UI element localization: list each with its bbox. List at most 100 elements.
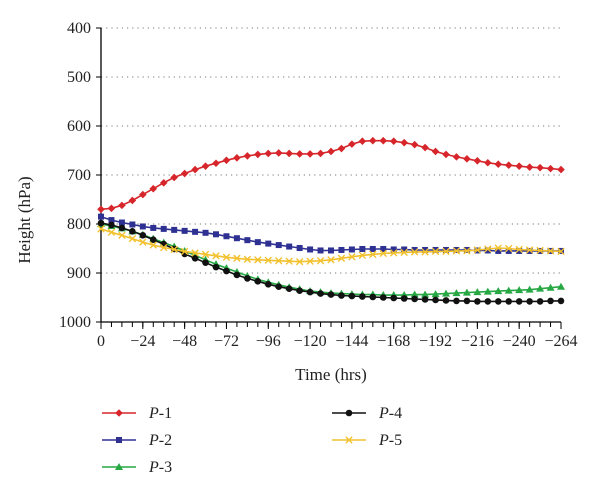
y-tick-label-700: 700	[67, 167, 91, 184]
data-point	[306, 288, 314, 296]
data-point	[223, 267, 230, 275]
data-point	[348, 140, 356, 148]
y-tick-label-900: 900	[67, 265, 91, 282]
legend-swatch-marker	[115, 409, 123, 417]
data-point	[254, 256, 262, 264]
x-tick-label--96: −96	[256, 333, 281, 350]
data-point	[191, 165, 199, 174]
data-point	[452, 289, 461, 297]
data-point	[421, 290, 430, 298]
legend-label-suffix: -5	[389, 432, 402, 449]
data-point	[201, 250, 210, 259]
data-point	[380, 245, 387, 252]
data-point	[296, 245, 303, 252]
data-point	[505, 298, 513, 305]
data-point	[191, 249, 199, 257]
data-point	[328, 247, 334, 254]
data-point	[516, 247, 523, 254]
data-point	[462, 288, 471, 296]
data-point	[410, 140, 419, 149]
data-point	[338, 246, 345, 253]
data-point	[274, 149, 283, 157]
data-point	[222, 253, 231, 262]
data-point	[495, 247, 502, 254]
series-p-1	[97, 136, 565, 214]
y-axis-title: Height (hPa)	[15, 176, 34, 263]
data-point	[546, 164, 555, 173]
data-point	[180, 247, 189, 256]
legend-label-prefix: P	[148, 405, 159, 422]
data-point	[150, 224, 157, 231]
legend-label: P-5	[378, 432, 402, 449]
data-point	[484, 298, 492, 305]
data-point	[285, 257, 293, 265]
x-tick-label--264: −264	[544, 333, 577, 350]
data-point	[213, 231, 219, 238]
data-point	[547, 297, 554, 305]
data-point	[181, 227, 188, 234]
data-point	[170, 173, 178, 182]
data-point	[431, 147, 440, 156]
data-point	[160, 243, 168, 252]
legend-label-suffix: -1	[159, 405, 172, 422]
data-point	[97, 225, 105, 233]
legend-swatch-marker	[345, 436, 353, 444]
data-point	[515, 286, 524, 294]
data-point	[254, 239, 261, 246]
data-point	[139, 190, 147, 199]
legend-label: P-2	[148, 432, 172, 449]
data-point	[410, 290, 419, 298]
data-point	[515, 245, 523, 254]
data-point	[264, 280, 272, 288]
data-point	[515, 298, 523, 305]
legend-swatch-marker	[116, 437, 122, 443]
data-point	[411, 246, 418, 253]
data-point	[108, 221, 115, 229]
x-tick-label--48: −48	[172, 333, 197, 350]
data-point	[295, 258, 304, 266]
data-point	[275, 242, 282, 249]
data-point	[265, 240, 272, 247]
data-point	[442, 247, 450, 256]
data-point	[473, 288, 482, 296]
data-point	[212, 159, 220, 168]
data-point	[431, 290, 440, 298]
y-tick-label-800: 800	[67, 216, 91, 233]
y-tick-label-500: 500	[67, 69, 91, 86]
data-point	[536, 246, 544, 255]
data-point	[118, 224, 126, 232]
data-point	[171, 226, 178, 233]
data-point	[389, 137, 398, 145]
data-point	[452, 153, 461, 161]
data-point	[233, 271, 241, 279]
data-point	[525, 246, 534, 254]
data-point	[233, 154, 241, 162]
data-point	[264, 149, 273, 158]
legend-label: P-3	[148, 459, 172, 476]
data-point	[504, 161, 513, 169]
data-point	[149, 184, 158, 193]
data-point	[348, 246, 355, 253]
data-point	[202, 259, 209, 267]
data-point	[474, 298, 481, 305]
series-p-5	[97, 225, 565, 266]
data-point	[264, 256, 272, 264]
data-point	[212, 263, 220, 271]
legend-item-3: P-3	[102, 459, 172, 476]
data-point	[390, 249, 398, 257]
data-point	[337, 254, 346, 262]
data-point	[442, 150, 450, 159]
data-point	[505, 244, 513, 253]
data-point	[494, 298, 502, 305]
data-point	[400, 248, 408, 257]
data-point	[536, 298, 544, 305]
data-point	[525, 285, 534, 293]
legend-item-4: P-4	[332, 405, 402, 422]
data-point	[557, 282, 565, 290]
legend: P-1 P-2 P-3 P-4 P-5	[102, 405, 402, 476]
data-point	[139, 223, 146, 230]
data-point	[129, 228, 136, 235]
data-point	[452, 247, 461, 255]
data-point	[129, 221, 136, 228]
data-point	[316, 257, 325, 265]
